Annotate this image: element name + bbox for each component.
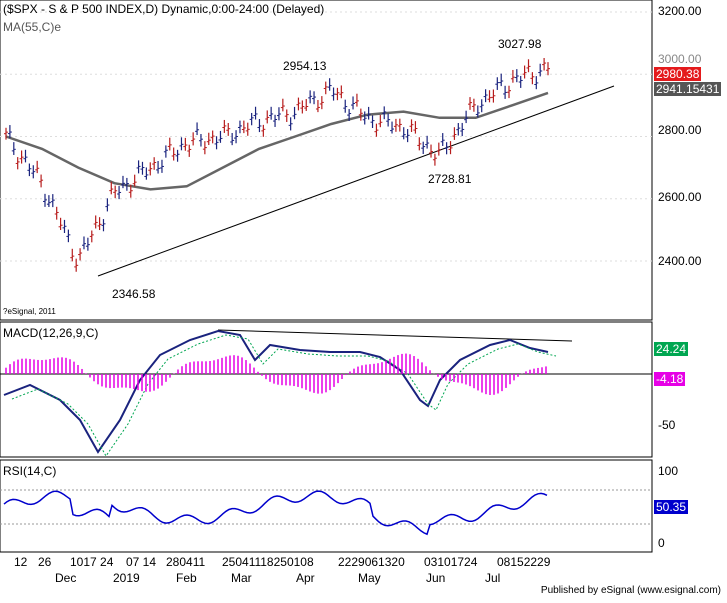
x-day-12: 12 xyxy=(14,555,28,569)
rsi-value-tag: 50.35 xyxy=(654,500,689,514)
y-tick-2400: 2400.00 xyxy=(658,254,702,268)
rsi-y-tick-0: 0 xyxy=(658,536,665,550)
x-month-mar: Mar xyxy=(231,571,252,585)
hist-value-tag: -4.18 xyxy=(654,372,686,386)
annotation-2728: 2728.81 xyxy=(428,172,472,186)
ma-label: MA(55,C)e xyxy=(3,20,62,34)
x-day-0714: 07 14 xyxy=(126,555,157,569)
x-month-feb: Feb xyxy=(176,571,197,585)
price-pane-border xyxy=(0,0,653,321)
annotation-2346: 2346.58 xyxy=(112,287,156,301)
x-day-03101724: 03101724 xyxy=(424,555,478,569)
x-month-jul: Jul xyxy=(485,571,501,585)
rsi-y-tick-100: 100 xyxy=(658,464,679,478)
ma-value-tag: 2941.15431 xyxy=(654,82,722,96)
annotation-2954: 2954.13 xyxy=(283,59,327,73)
x-day-08152229: 08152229 xyxy=(497,555,551,569)
x-day-26: 26 xyxy=(38,555,52,569)
y-tick-3200: 3200.00 xyxy=(658,4,702,18)
annotation-3027: 3027.98 xyxy=(498,37,542,51)
rsi-line xyxy=(3,490,548,536)
x-day-2229061320: 2229061320 xyxy=(338,555,405,569)
x-month-may: May xyxy=(358,571,381,585)
trend-line xyxy=(97,85,615,277)
x-day-25041118250108: 25041118250108 xyxy=(222,555,314,569)
macd-trend-line xyxy=(217,329,573,342)
chart-title: ($SPX - S & P 500 INDEX,D) Dynamic,0:00-… xyxy=(3,2,325,16)
macd-line xyxy=(3,329,549,454)
macd-signal-line xyxy=(11,334,557,457)
footer-publisher: Published by eSignal (www.esignal.com) xyxy=(540,585,721,596)
macd-pane-border xyxy=(0,321,653,458)
y-tick-3000: 3000.00 xyxy=(658,52,702,66)
ma-line xyxy=(5,91,549,191)
x-month-jun: Jun xyxy=(426,571,446,585)
x-month-dec: Dec xyxy=(55,571,77,585)
macd-value-tag: 24.24 xyxy=(654,342,689,356)
copyright-text: ?eSignal, 2011 xyxy=(3,307,56,316)
x-month-2019: 2019 xyxy=(113,571,140,585)
rsi-label: RSI(14,C) xyxy=(3,464,57,478)
rsi-pane-border xyxy=(0,459,653,553)
x-month-apr: Apr xyxy=(296,571,315,585)
macd-y-tick: -50 xyxy=(658,418,676,432)
x-day-280411: 280411 xyxy=(166,555,206,569)
y-tick-2600: 2600.00 xyxy=(658,190,702,204)
last-price-tag: 2980.38 xyxy=(654,67,702,81)
x-day-101724: 1017 24 xyxy=(70,555,114,569)
macd-label: MACD(12,26,9,C) xyxy=(3,326,99,340)
y-tick-2800: 2800.00 xyxy=(658,123,702,137)
